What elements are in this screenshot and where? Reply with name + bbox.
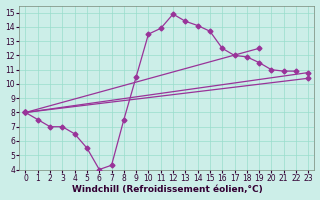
X-axis label: Windchill (Refroidissement éolien,°C): Windchill (Refroidissement éolien,°C) xyxy=(72,185,262,194)
